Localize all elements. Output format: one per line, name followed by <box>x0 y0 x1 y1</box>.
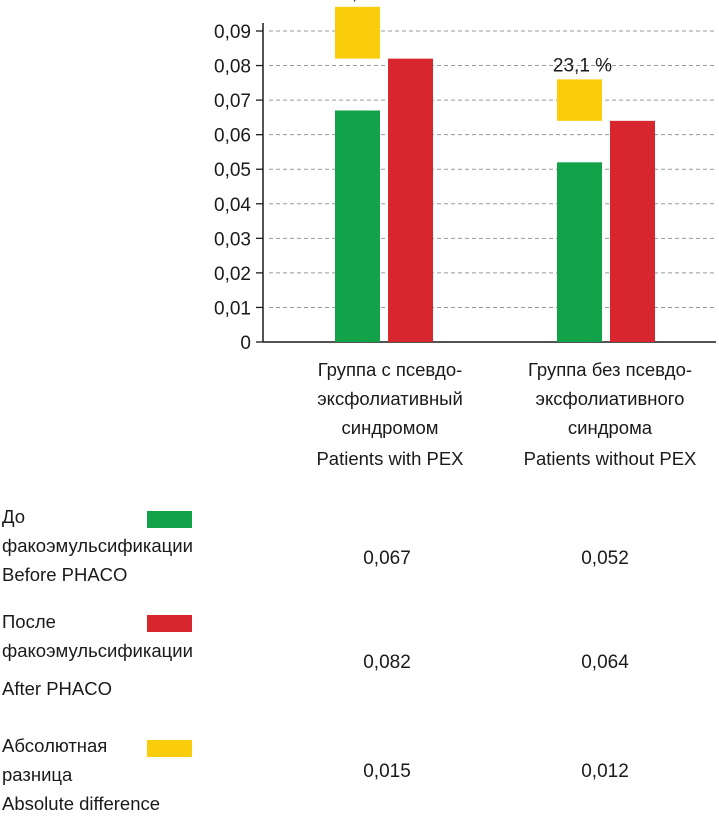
y-tick-label: 0,03 <box>214 229 251 250</box>
bar-before-phaco <box>557 162 602 342</box>
bar-after-phaco <box>610 120 655 342</box>
legend-label-ru-line: разница <box>2 764 73 785</box>
category-label-pex: Группа с псевдо- эксфолиативный синдромо… <box>290 355 490 473</box>
legend-label: Абсолютная разница Absolute difference <box>2 731 160 818</box>
y-tick-label: 0,05 <box>214 160 251 181</box>
legend-label-en: Before PHACO <box>2 564 128 585</box>
bars <box>335 6 655 343</box>
legend-label: До факоэмульсификации Before PHACO <box>2 502 193 589</box>
value-cell: 0,064 <box>581 652 629 673</box>
percent-annotation: 22,4 % <box>331 0 390 4</box>
legend-label-en: Absolute difference <box>2 793 161 814</box>
category-label-line: эксфолиативный <box>317 388 463 409</box>
percent-annotation: 23,1 % <box>553 55 612 76</box>
y-tick-label: 0,08 <box>214 57 251 78</box>
legend-label: После факоэмульсификации After PHACO <box>2 607 193 703</box>
value-cell: 0,067 <box>363 548 411 569</box>
y-tick-label: 0,04 <box>214 195 251 216</box>
category-label-en: Patients without PEX <box>523 448 697 469</box>
legend-swatch-yellow <box>147 740 192 757</box>
bar-before-phaco <box>335 110 380 342</box>
category-label-en: Patients with PEX <box>316 448 464 469</box>
bar-absolute-difference <box>335 6 380 59</box>
legend-label-ru-line: После <box>2 611 56 632</box>
legend-label-en: After PHACO <box>2 678 112 699</box>
legend-row-after: После факоэмульсификации After PHACO 0,0… <box>0 605 719 705</box>
legend-row-before: До факоэмульсификации Before PHACO 0,067… <box>0 500 719 595</box>
bar-absolute-difference <box>557 79 602 121</box>
y-tick-label: 0,07 <box>214 91 251 112</box>
value-cell: 0,015 <box>363 761 411 782</box>
value-cell: 0,082 <box>363 652 411 673</box>
value-cell: 0,012 <box>581 761 629 782</box>
category-label-no-pex: Группа без псевдо- эксфолиативного синдр… <box>505 355 715 473</box>
y-tick-label: 0,01 <box>214 298 251 319</box>
legend-row-difference: Абсолютная разница Absolute difference 0… <box>0 730 719 819</box>
y-tick-label: 0,02 <box>214 264 251 285</box>
category-label-line: эксфолиативного <box>535 388 685 409</box>
legend-label-ru-line: Абсолютная <box>2 735 108 756</box>
bar-chart: 0 0,01 0,02 0,03 0,04 0,05 0,06 0,07 0,08 0,09 22… <box>214 0 716 354</box>
category-label-line: Группа без псевдо- <box>527 359 693 380</box>
y-tick-label: 0,09 <box>214 22 251 43</box>
bar-after-phaco <box>388 58 433 343</box>
category-label-line: Группа с псевдо- <box>317 359 463 380</box>
legend-label-ru-line: факоэмульсификации <box>2 640 193 661</box>
legend-label-ru-line: До <box>2 506 26 527</box>
category-label-line: синдромом <box>341 417 439 438</box>
category-label-line: синдрома <box>567 417 653 438</box>
value-cell: 0,052 <box>581 548 629 569</box>
y-tick-label: 0,06 <box>214 126 251 147</box>
legend-swatch-green <box>147 511 192 528</box>
legend-label-ru-line: факоэмульсификации <box>2 535 193 556</box>
legend-swatch-red <box>147 615 192 632</box>
y-tick-label: 0 <box>240 333 251 354</box>
annotations: 22,4 % 23,1 % <box>331 0 612 76</box>
